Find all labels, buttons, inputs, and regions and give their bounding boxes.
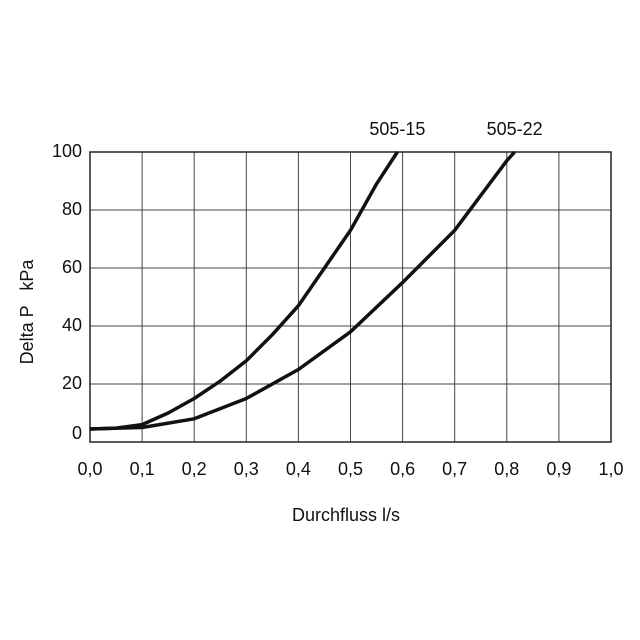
y-tick-label: 40 bbox=[62, 315, 82, 335]
line bbox=[89, 151, 399, 431]
y-tick-label: 100 bbox=[52, 141, 82, 161]
x-tick-label: 0,7 bbox=[442, 459, 467, 479]
x-tick-label: 0,1 bbox=[130, 459, 155, 479]
x-tick-label: 0,3 bbox=[234, 459, 259, 479]
y-tick-label: 20 bbox=[62, 373, 82, 393]
x-tick-label: 0,6 bbox=[390, 459, 415, 479]
plot-frame bbox=[89, 151, 612, 443]
series-label: 505-15 bbox=[369, 119, 425, 139]
x-tick-label: 0,2 bbox=[182, 459, 207, 479]
x-tick-label: 1,0 bbox=[598, 459, 623, 479]
y-tick-label: 60 bbox=[62, 257, 82, 277]
series-label: 505-22 bbox=[487, 119, 543, 139]
x-tick-label: 0,5 bbox=[338, 459, 363, 479]
y-axis-label: Delta P kPa bbox=[17, 259, 37, 365]
y-tick-label: 80 bbox=[62, 199, 82, 219]
x-axis-label: Durchfluss l/s bbox=[292, 505, 400, 525]
x-tick-label: 0,0 bbox=[77, 459, 102, 479]
x-tick-label: 0,8 bbox=[494, 459, 519, 479]
line bbox=[89, 150, 516, 431]
y-tick-label: 0 bbox=[72, 423, 82, 443]
x-tick-label: 0,9 bbox=[546, 459, 571, 479]
x-tick-label: 0,4 bbox=[286, 459, 311, 479]
